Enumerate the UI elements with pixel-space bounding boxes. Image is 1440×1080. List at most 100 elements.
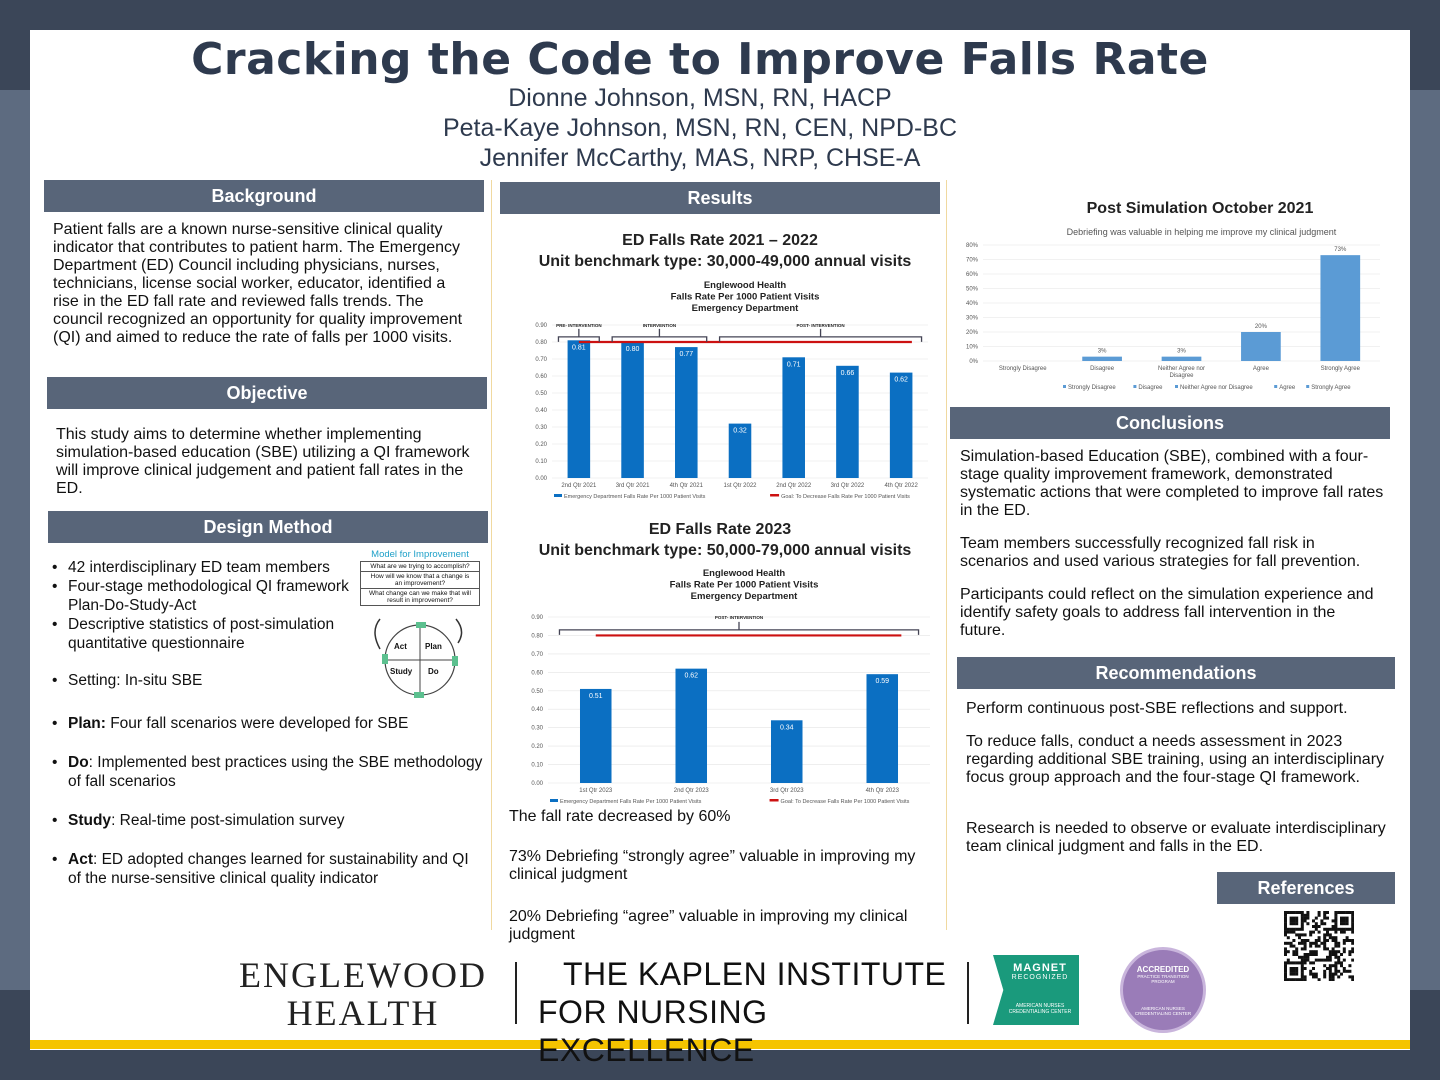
qr-module: [1298, 936, 1301, 940]
y-tick-label: 80%: [966, 243, 979, 249]
qr-module: [1295, 978, 1299, 981]
qr-module: [1300, 941, 1304, 945]
qr-module: [1284, 916, 1287, 920]
qr-module: [1342, 947, 1346, 951]
qr-module: [1334, 969, 1338, 973]
qr-module: [1284, 919, 1287, 923]
qr-module: [1295, 911, 1299, 914]
qr-module: [1295, 961, 1299, 965]
references-heading[interactable]: References: [1217, 872, 1395, 904]
x-tick-label: 4th Qtr 2022: [884, 483, 918, 489]
qr-module: [1295, 947, 1299, 951]
qr-module: [1337, 944, 1341, 948]
legend-label: Strongly Disagree: [1068, 385, 1116, 391]
qr-module: [1312, 950, 1315, 954]
qr-module: [1300, 919, 1304, 923]
qr-module: [1300, 955, 1304, 959]
qr-module: [1326, 947, 1329, 951]
qr-module: [1323, 911, 1327, 914]
data-label: 20%: [1255, 324, 1268, 330]
qr-module: [1312, 975, 1315, 979]
y-tick-label: 60%: [966, 272, 979, 278]
qr-module: [1317, 939, 1321, 942]
qr-module: [1331, 950, 1335, 954]
qr-module: [1345, 927, 1349, 931]
legend-swatch: [550, 799, 558, 802]
x-tick-label: Neither Agree nor: [1158, 366, 1205, 372]
recommendation: Research is needed to observe or evaluat…: [966, 820, 1386, 855]
bar: [675, 668, 708, 783]
y-tick-label: 0.20: [531, 744, 543, 750]
pdsa-steps: Plan: Four fall scenarios were developed…: [50, 714, 485, 888]
qr-module: [1284, 972, 1287, 976]
qr-module: [1284, 969, 1287, 973]
qr-module: [1289, 911, 1293, 914]
qr-module: [1334, 941, 1338, 945]
qr-module: [1289, 930, 1293, 934]
qr-module: [1334, 922, 1338, 926]
qr-code-icon[interactable]: [1284, 911, 1354, 981]
y-tick-label: 0.90: [535, 323, 547, 329]
model-question: What change can we make that will result…: [369, 590, 471, 604]
qr-module: [1323, 969, 1327, 973]
bar: [728, 423, 752, 478]
qr-module: [1337, 911, 1341, 914]
qr-module: [1309, 950, 1313, 954]
qr-module: [1312, 972, 1315, 976]
qr-module: [1331, 975, 1335, 979]
qr-module: [1323, 958, 1327, 962]
qr-module: [1326, 930, 1329, 934]
qr-module: [1303, 967, 1307, 970]
qr-module: [1342, 967, 1346, 970]
qr-module: [1295, 967, 1299, 970]
qr-module: [1289, 967, 1293, 970]
qr-module: [1300, 925, 1304, 928]
bullet: Setting: In-situ SBE: [50, 671, 350, 690]
qr-module: [1306, 958, 1310, 962]
qr-module: [1300, 933, 1304, 937]
qr-module: [1300, 978, 1304, 981]
qr-module: [1295, 933, 1299, 937]
qr-module: [1303, 955, 1307, 959]
y-tick-label: 0.70: [531, 652, 543, 658]
qr-module: [1284, 961, 1287, 965]
qr-module: [1300, 927, 1304, 931]
qr-module: [1289, 927, 1293, 931]
y-tick-label: 30%: [966, 316, 979, 322]
bar: [621, 342, 644, 478]
bullet: 42 interdisciplinary ED team members: [50, 558, 350, 577]
step-study: Study: Real-time post-simulation survey: [50, 811, 485, 830]
qr-module: [1348, 969, 1352, 973]
qr-module: [1345, 969, 1349, 973]
qr-module: [1323, 936, 1327, 940]
qr-module: [1303, 919, 1307, 923]
qr-module: [1284, 933, 1287, 937]
x-tick-label: 4th Qtr 2021: [670, 483, 704, 489]
qr-module: [1340, 927, 1343, 931]
y-tick-label: 40%: [966, 301, 979, 307]
qr-module: [1314, 972, 1318, 976]
qr-module: [1292, 972, 1296, 976]
accredited-program-seal: ACCREDITED PRACTICE TRANSITION PROGRAM A…: [1120, 947, 1206, 1033]
qr-module: [1334, 919, 1338, 923]
x-tick-label: 2nd Qtr 2023: [674, 788, 710, 794]
qr-module: [1351, 947, 1354, 951]
qr-module: [1328, 958, 1332, 962]
qr-module: [1298, 955, 1301, 959]
qr-module: [1284, 953, 1287, 956]
qr-module: [1351, 927, 1354, 931]
qr-module: [1351, 925, 1354, 928]
cycle-plan: Plan: [425, 642, 442, 651]
qr-module: [1284, 941, 1287, 945]
qr-module: [1284, 947, 1287, 951]
step-plan: Plan: Four fall scenarios were developed…: [50, 714, 485, 733]
cycle-do: Do: [428, 667, 439, 676]
qr-module: [1312, 961, 1315, 965]
qr-module: [1340, 916, 1343, 920]
bullet: Four-stage methodological QI framework P…: [50, 577, 350, 615]
qr-module: [1345, 936, 1349, 940]
qr-module: [1337, 955, 1341, 959]
qr-module: [1345, 939, 1349, 942]
x-tick-label: 2nd Qtr 2022: [776, 483, 812, 489]
